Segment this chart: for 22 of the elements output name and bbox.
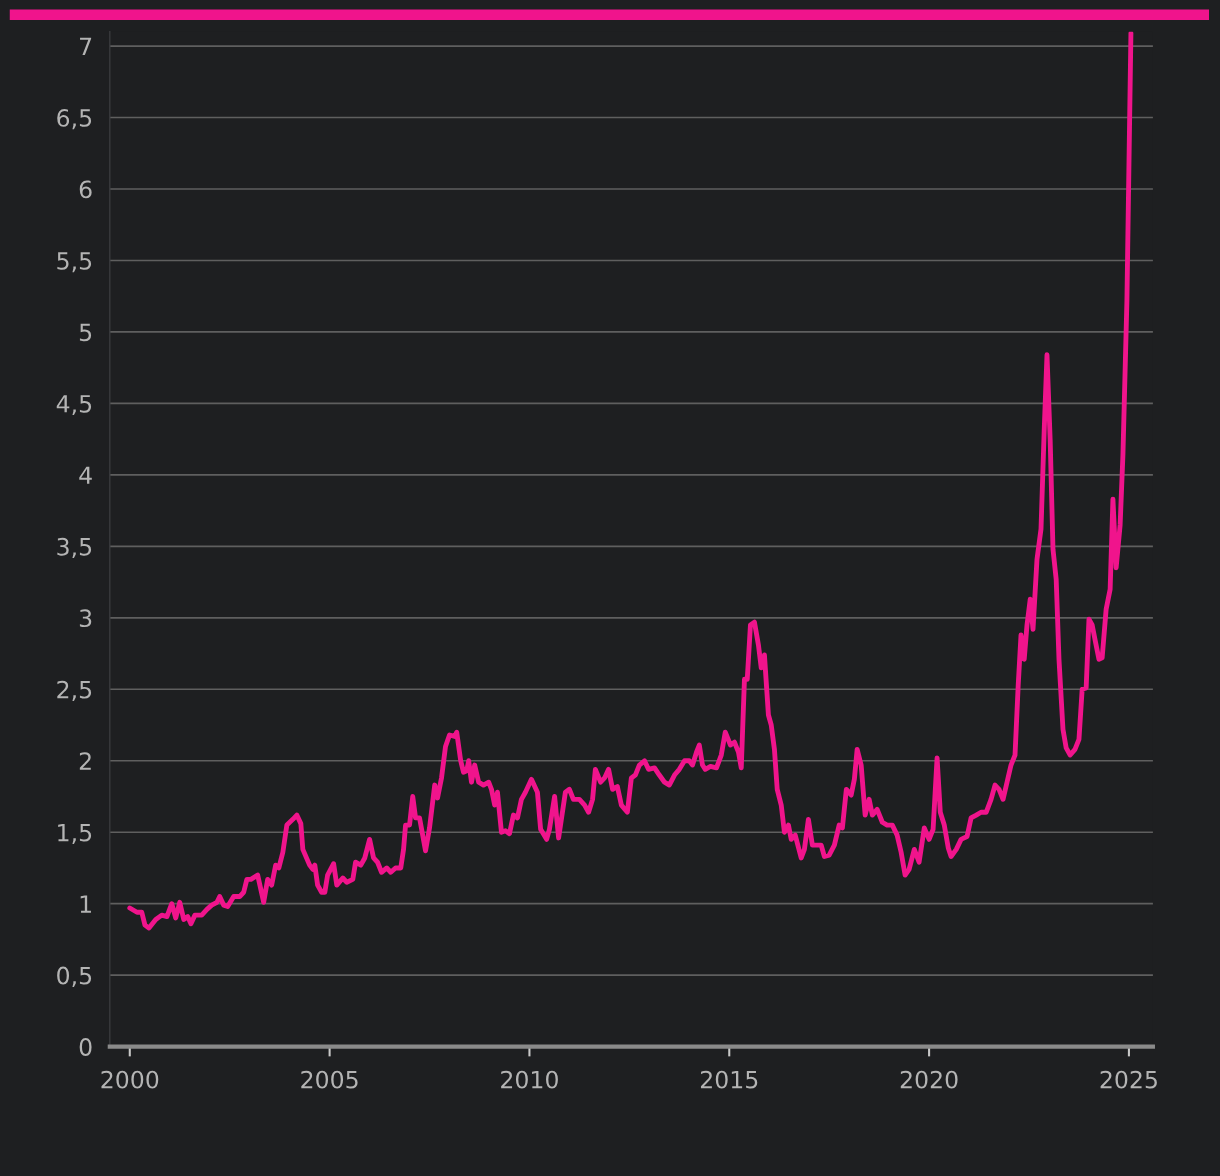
y-tick-label: 7 <box>80 37 92 56</box>
x-tick-label: 2015 <box>700 1070 758 1089</box>
y-tick-label: 3,5 <box>57 537 92 559</box>
line-series <box>127 31 1134 931</box>
y-tick-label: 0,5 <box>57 966 92 987</box>
y-tick-label: 2 <box>79 752 91 770</box>
x-tick-label: 2010 <box>501 1070 558 1089</box>
y-tick-label: 5,5 <box>57 252 92 273</box>
x-tick-label: 2020 <box>900 1070 958 1089</box>
y-tick-label: 6 <box>79 180 92 199</box>
y-tick-label: 1,5 <box>58 823 92 844</box>
y-tick-label: 3 <box>79 609 92 628</box>
x-tick-label: 2000 <box>101 1070 159 1089</box>
y-tick-label: 1 <box>80 895 91 913</box>
y-tick-label: 6,5 <box>57 108 92 130</box>
y-tick-label: 5 <box>79 323 92 342</box>
x-tick-label: 2025 <box>1100 1070 1157 1089</box>
y-tick-label: 4,5 <box>56 395 92 416</box>
y-tick-label: 0 <box>79 1038 92 1056</box>
x-tick-label: 2005 <box>301 1070 358 1089</box>
y-tick-label: 2,5 <box>57 680 92 701</box>
y-tick-label: 4 <box>79 466 92 484</box>
